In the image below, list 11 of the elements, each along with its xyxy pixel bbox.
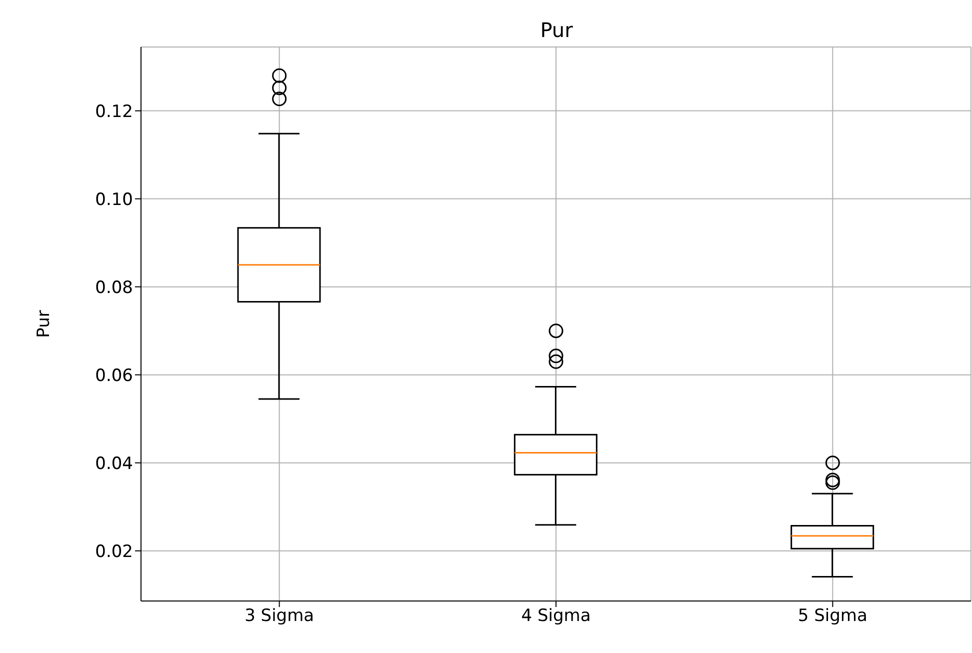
chart-title: Pur xyxy=(539,18,574,42)
x-tick-label: 4 Sigma xyxy=(521,606,591,626)
x-tick-label: 5 Sigma xyxy=(798,606,868,626)
y-tick-label: 0.12 xyxy=(95,102,133,122)
y-tick-label: 0.10 xyxy=(95,190,133,210)
y-axis-title: Pur xyxy=(34,310,54,338)
x-tick-label: 3 Sigma xyxy=(244,606,314,626)
y-tick-label: 0.04 xyxy=(95,454,133,474)
y-tick-label: 0.06 xyxy=(95,366,133,386)
y-tick-label: 0.02 xyxy=(95,542,133,562)
y-tick-label: 0.08 xyxy=(95,278,133,298)
